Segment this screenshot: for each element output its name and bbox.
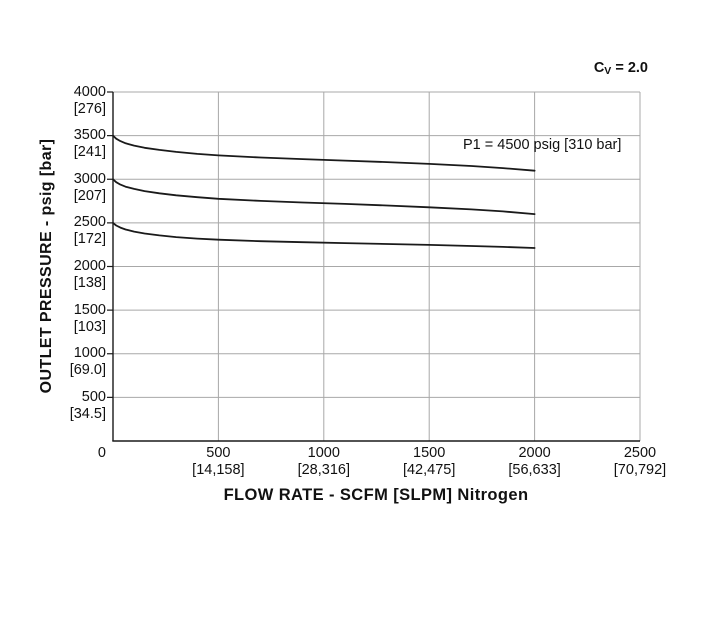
curve-set-pressure-3000-psig bbox=[112, 178, 536, 215]
x-tick-label-2500: 2500 [70,792] bbox=[613, 445, 667, 478]
y-tick-label-4000: 4000 [276] bbox=[73, 83, 106, 117]
y-tick-label-1000: 1000 [69.0] bbox=[69, 345, 106, 379]
x-tick-label-1500: 1500 [42,475] bbox=[402, 445, 456, 478]
y-tick-label-2000: 2000 [138] bbox=[73, 258, 106, 291]
y-tick-label-2500: 2500 [172] bbox=[73, 214, 106, 248]
y-axis-title: OUTLET PRESSURE - psig [bar] bbox=[38, 138, 55, 394]
x-tick-label-500: 500 [14,158] bbox=[192, 445, 245, 478]
curve-set-pressure-3500-psig bbox=[112, 134, 536, 172]
cv-suffix: = 2.0 bbox=[611, 60, 648, 76]
x-tick-label-1000: 1000 [28,316] bbox=[297, 445, 350, 478]
y-tick-label-3000: 3000 [207] bbox=[73, 170, 106, 204]
cv-rating-label: CV = 2.0 bbox=[594, 60, 648, 77]
x-axis-title: FLOW RATE - SCFM [SLPM] Nitrogen bbox=[223, 486, 529, 504]
y-tick-label-1500: 1500 [103] bbox=[73, 301, 106, 335]
inlet-pressure-annotation: P1 = 4500 psig [310 bar] bbox=[463, 137, 622, 153]
y-tick-label-3500: 3500 [241] bbox=[73, 127, 106, 161]
x-tick-label-2000: 2000 [56,633] bbox=[508, 445, 561, 478]
origin-tick-label: 0 bbox=[97, 445, 106, 461]
curve-set-pressure-2500-psig bbox=[112, 222, 536, 249]
cv-prefix: C bbox=[593, 60, 605, 76]
y-tick-label-500: 500 [34.5] bbox=[69, 388, 106, 422]
cv-subscript: V bbox=[604, 65, 612, 77]
